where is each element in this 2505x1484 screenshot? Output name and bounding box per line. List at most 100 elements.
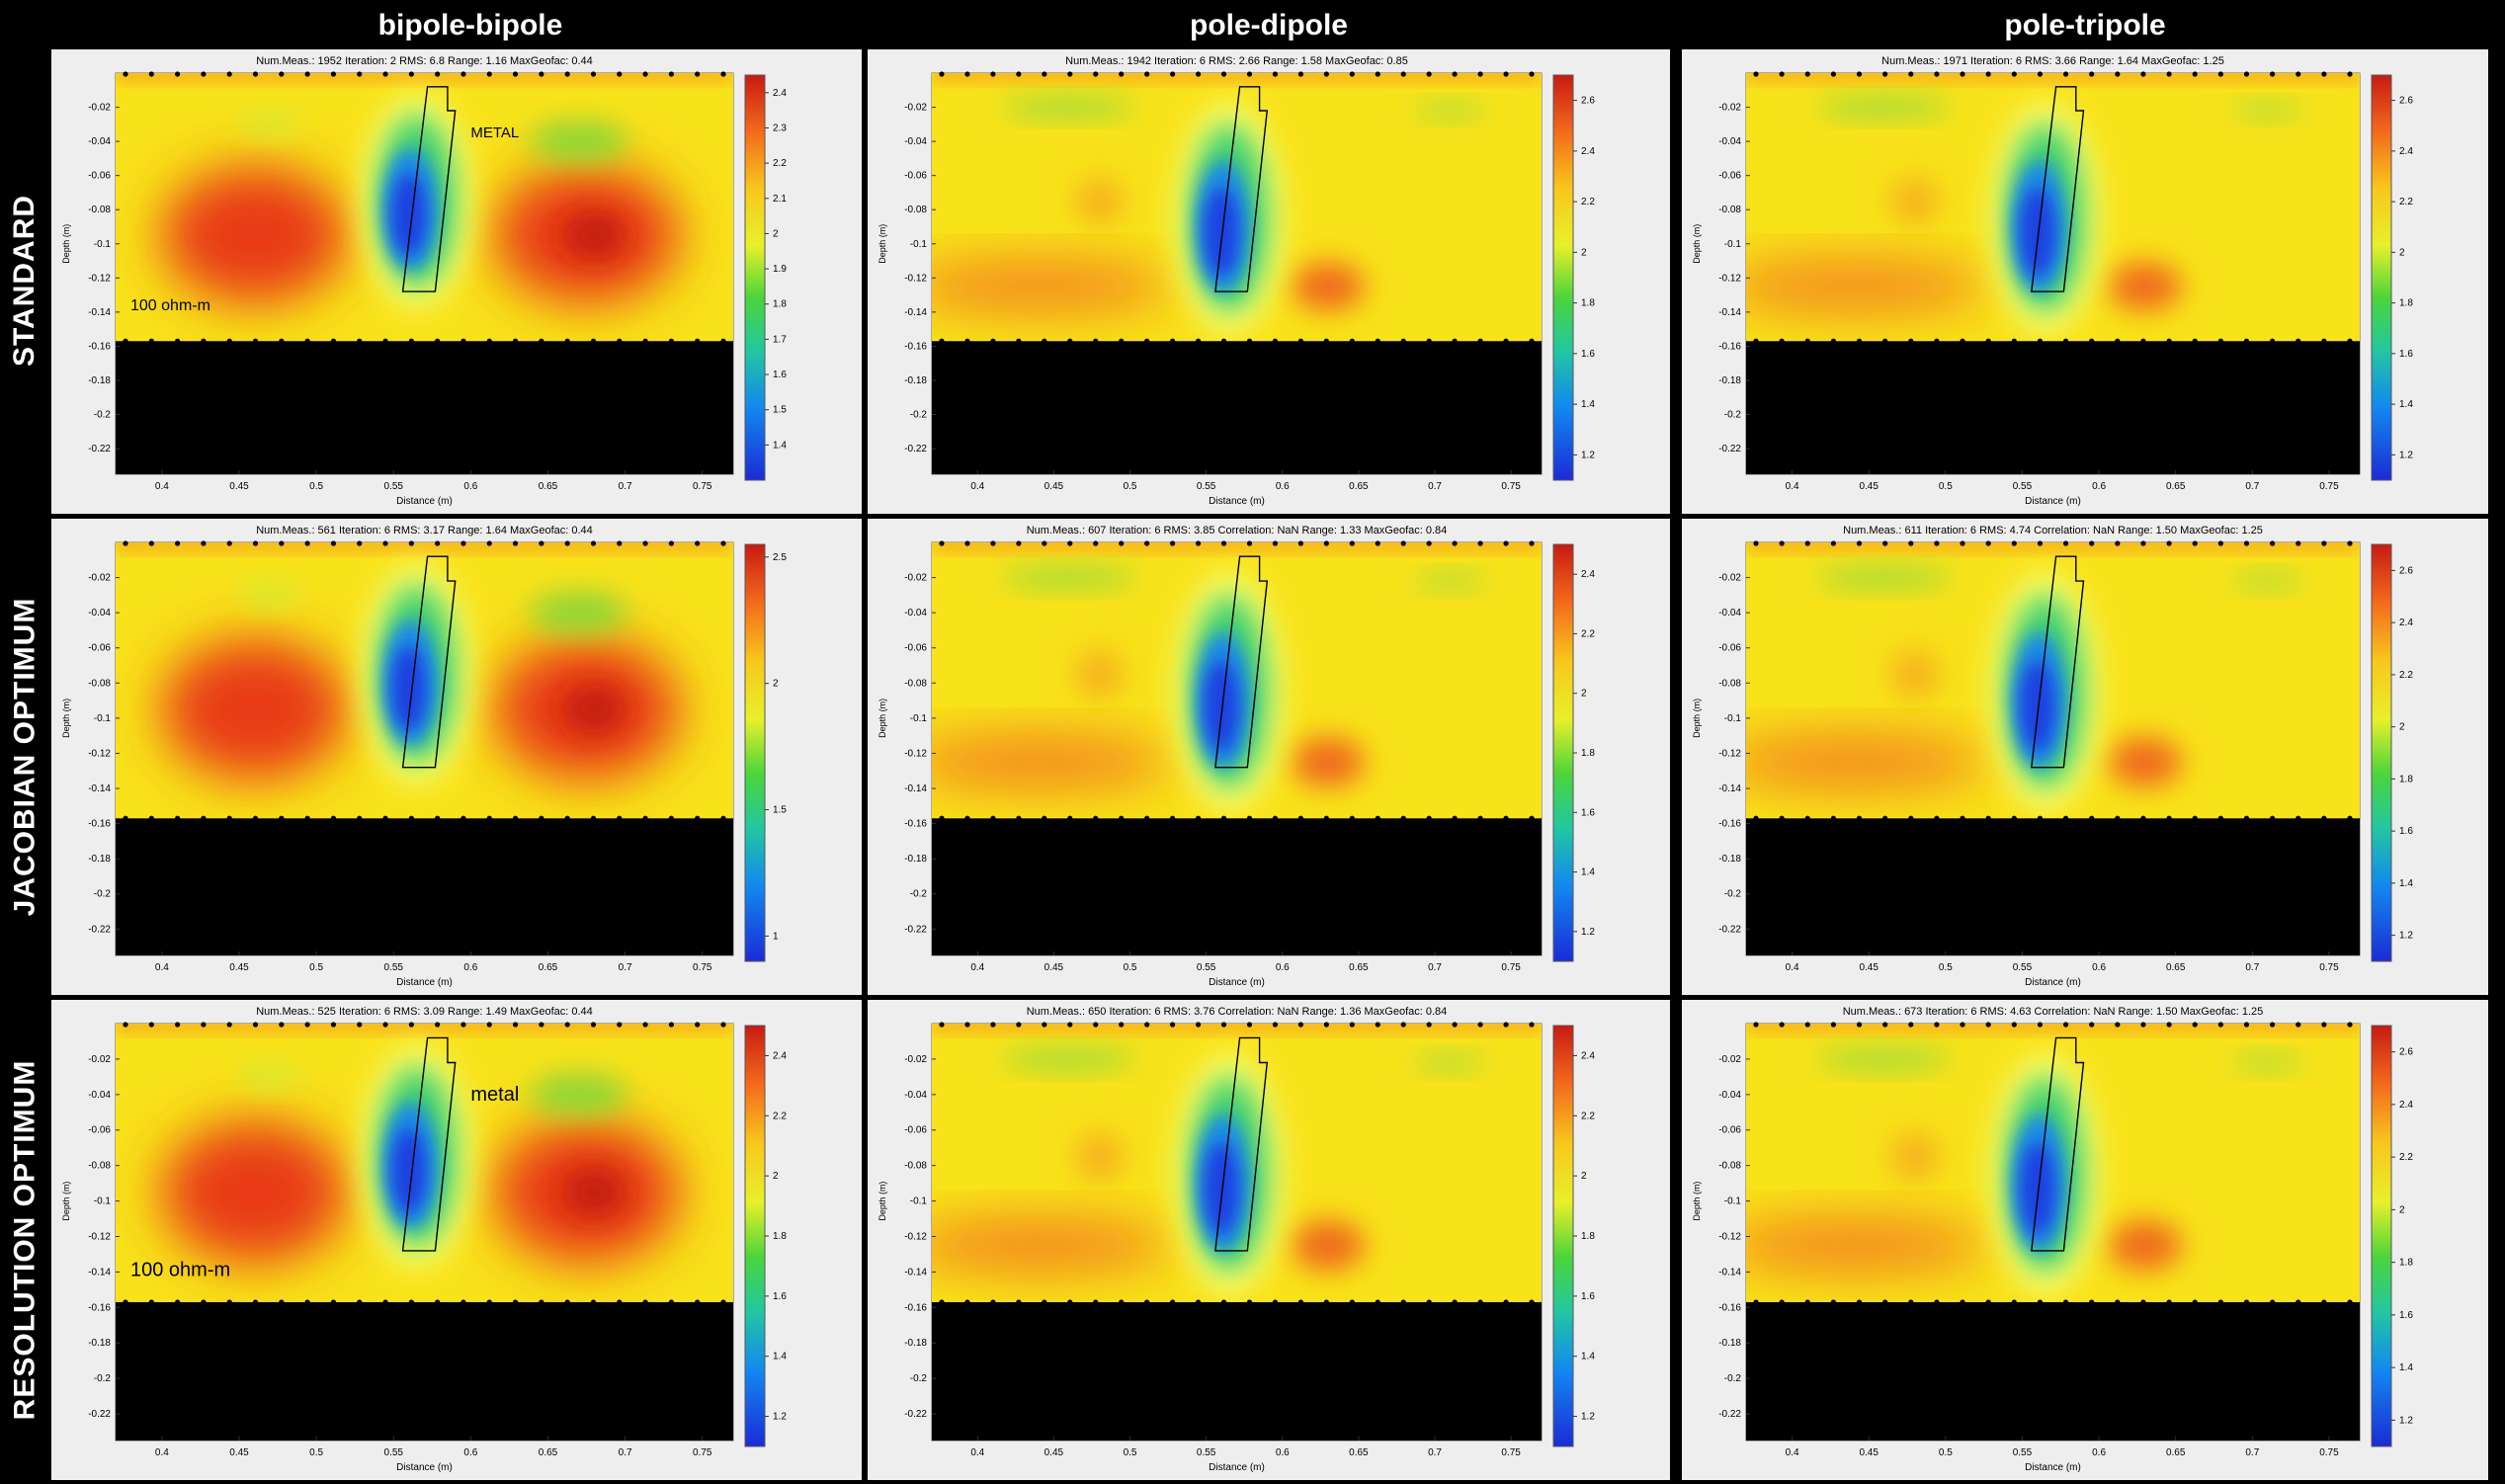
electrode-dot: [564, 1022, 570, 1028]
electrode-dot: [1882, 540, 1888, 546]
inversion-panel: Num.Meas.: 673 Iteration: 6 RMS: 4.63 Co…: [1682, 1000, 2488, 1480]
electrode-dot: [1503, 540, 1509, 546]
electrode-dot: [512, 71, 519, 77]
tunnel-label: TUNNEL: [400, 402, 448, 416]
electrode-dot: [1400, 338, 1406, 344]
electrode-dot: [2192, 338, 2198, 344]
electrode-dot: [1400, 540, 1406, 546]
electrode-dot: [668, 338, 674, 344]
electrode-dot: [2089, 71, 2095, 77]
electrode-dot: [1908, 338, 1914, 344]
y-tick-label: -0.08: [904, 1161, 927, 1172]
electrode-dot: [1246, 1022, 1253, 1028]
column-header-pole-dipole: pole-dipole: [1190, 9, 1348, 41]
high-resistivity-zone: [2108, 262, 2182, 311]
electrode-dot: [668, 1299, 674, 1305]
electrode-dot: [695, 71, 701, 77]
electrode-dot: [1908, 1299, 1914, 1305]
metal-object-outline: [2031, 555, 2085, 769]
low-resistivity-zone: [239, 1064, 301, 1090]
electrode-dot: [1246, 71, 1253, 77]
electrode-dot: [539, 540, 544, 546]
colorbar-tick-label: 1.5: [773, 405, 787, 416]
colorbar-tick-label: 2.4: [1581, 146, 1595, 157]
electrode-dot: [1042, 540, 1047, 546]
electrode-dot: [148, 71, 154, 77]
resistivity-field: [932, 542, 1542, 819]
electrode-dot: [2347, 540, 2353, 546]
x-axis-label: Distance (m): [396, 977, 453, 988]
y-tick-label: -0.18: [88, 1338, 111, 1349]
y-tick-label: -0.18: [1718, 1338, 1741, 1349]
x-tick-label: 0.4: [1786, 481, 1799, 492]
inversion-panel: Num.Meas.: 650 Iteration: 6 RMS: 3.76 Co…: [868, 1000, 1670, 1480]
y-axis-label: Depth (m): [1692, 1182, 1702, 1221]
electrode-dot: [1093, 1022, 1099, 1028]
tunnel-label: TUNNEL: [2029, 402, 2076, 416]
electrode-dot: [2347, 815, 2353, 821]
electrode-dot: [1067, 1022, 1073, 1028]
high-resistivity-zone: [1889, 1131, 1940, 1183]
electrode-dot: [2166, 71, 2172, 77]
electrode-dot: [1779, 71, 1785, 77]
y-tick-label: -0.08: [1718, 1161, 1741, 1172]
inversion-chart: Num.Meas.: 650 Iteration: 6 RMS: 3.76 Co…: [877, 1006, 1595, 1473]
x-axis-label: Distance (m): [1209, 977, 1265, 988]
y-tick-label: -0.08: [904, 678, 927, 689]
x-tick-label: 0.65: [1349, 481, 1369, 492]
electrode-dot: [2166, 1299, 2172, 1305]
electrode-dot: [2270, 1299, 2276, 1305]
y-tick-label: -0.2: [910, 410, 928, 421]
x-tick-label: 0.55: [384, 962, 404, 973]
electrode-dot: [642, 540, 648, 546]
x-tick-label: 0.75: [2319, 962, 2339, 973]
electrode-dot: [939, 815, 945, 821]
electrode-dot: [201, 540, 207, 546]
electrode-dot: [2217, 338, 2223, 344]
colorbar-tick-label: 1.4: [1581, 399, 1595, 410]
electrode-dot: [382, 1022, 388, 1028]
y-tick-label: -0.18: [904, 1338, 927, 1349]
tunnel-region: [1746, 1301, 2360, 1441]
electrode-dot: [357, 1299, 363, 1305]
colorbar-tick-label: 1.8: [773, 1231, 787, 1242]
colorbar-tick-label: 1.4: [1581, 1352, 1595, 1362]
y-tick-label: -0.22: [904, 1409, 927, 1420]
x-tick-label: 0.75: [2319, 481, 2339, 492]
colorbar: [1552, 74, 1574, 481]
electrode-dot: [382, 540, 388, 546]
electrode-dot: [2270, 815, 2276, 821]
tunnel-region: [1746, 818, 2360, 955]
tunnel-label: TUNNEL: [2029, 1365, 2076, 1379]
y-tick-label: -0.22: [88, 1409, 111, 1420]
surface-band: [116, 542, 733, 550]
electrode-dot: [695, 1022, 701, 1028]
x-tick-label: 0.4: [1786, 1447, 1799, 1458]
electrode-dot: [252, 540, 259, 546]
electrode-dot: [486, 540, 492, 546]
y-tick-label: -0.1: [1724, 1196, 1742, 1207]
high-resistivity-zone: [932, 1220, 1173, 1271]
y-tick-label: -0.22: [88, 924, 111, 935]
electrode-dot: [1477, 1022, 1483, 1028]
electrode-dot: [1195, 1299, 1202, 1305]
electrode-dot: [123, 540, 128, 546]
resistivity-field: [116, 542, 733, 819]
electrode-dot: [330, 540, 337, 546]
electrode-dot: [2321, 1022, 2327, 1028]
electrode-dot: [1170, 1299, 1176, 1305]
electrode-dot: [1804, 1022, 1810, 1028]
x-tick-label: 0.65: [2166, 1447, 2186, 1458]
colorbar-tick-label: 1: [773, 931, 779, 942]
x-tick-label: 0.55: [384, 481, 404, 492]
y-tick-label: -0.2: [94, 1373, 112, 1384]
measurement-percentage: 100% measurements: [952, 442, 1206, 471]
electrode-dot: [2347, 71, 2353, 77]
electrode-dot: [617, 815, 623, 821]
x-tick-label: 0.5: [1939, 962, 1953, 973]
electrode-dot: [1375, 815, 1380, 821]
electrode-dot: [1272, 71, 1279, 77]
electrode-dot: [175, 1022, 181, 1028]
y-tick-label: -0.16: [88, 819, 111, 830]
inversion-chart: Num.Meas.: 561 Iteration: 6 RMS: 3.17 Ra…: [61, 525, 787, 988]
